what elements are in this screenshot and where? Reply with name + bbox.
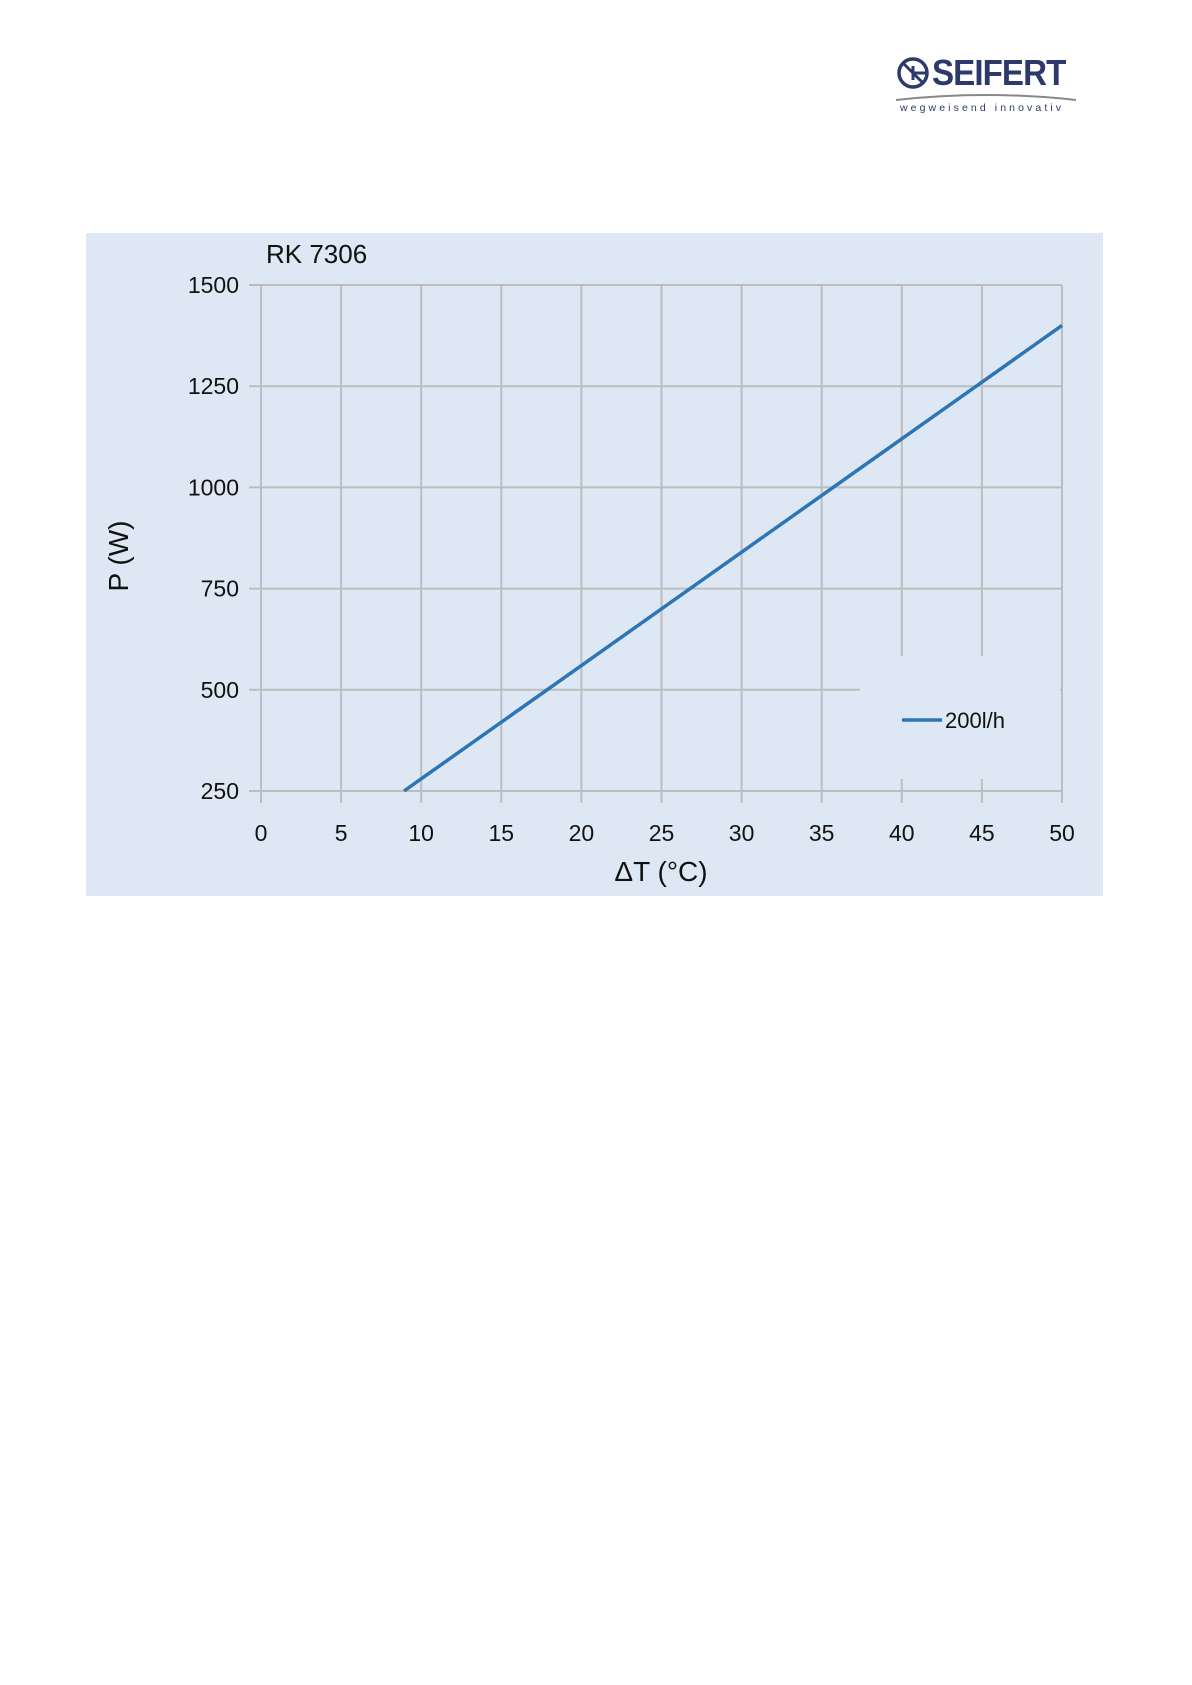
logo-emblem-icon [897,57,929,89]
y-tick-label: 250 [201,778,239,804]
legend-label: 200l/h [945,708,1005,733]
legend-box [860,656,1060,779]
seifert-logo: SEIFERT wegweisend innovativ [896,52,1076,120]
series-line-200lh [403,324,1064,793]
chart-area: 250 500 750 1000 1250 1500 0 5 10 15 20 25 30 35 40 45 5… [86,233,1103,896]
x-tick-label: 35 [809,820,835,846]
y-axis-label: P (W) [103,520,134,591]
line-chart: 250 500 750 1000 1250 1500 0 5 10 15 20 25 30 35 40 45 5… [103,239,1075,887]
y-tick-label: 1250 [188,373,239,399]
x-tick-label: 10 [408,820,434,846]
y-tick-label: 500 [201,677,239,703]
x-tick-label: 0 [255,820,268,846]
x-tick-label: 5 [335,820,348,846]
x-tick-label: 50 [1049,820,1075,846]
x-tick-label: 20 [569,820,595,846]
logo-tagline: wegweisend innovativ [900,102,1065,114]
x-tick-label: 40 [889,820,915,846]
logo-swoosh [896,94,1076,101]
y-tick-label: 1500 [188,272,239,298]
chart-title: RK 7306 [266,239,367,269]
logo-brand: SEIFERT [932,52,1066,93]
x-tick-label: 15 [489,820,515,846]
y-tick-label: 1000 [188,474,239,500]
x-tick-label: 45 [969,820,995,846]
y-tick-label: 750 [201,576,239,602]
x-axis-label: ΔT (°C) [614,856,707,887]
x-tick-label: 30 [729,820,755,846]
x-tick-label: 25 [649,820,675,846]
